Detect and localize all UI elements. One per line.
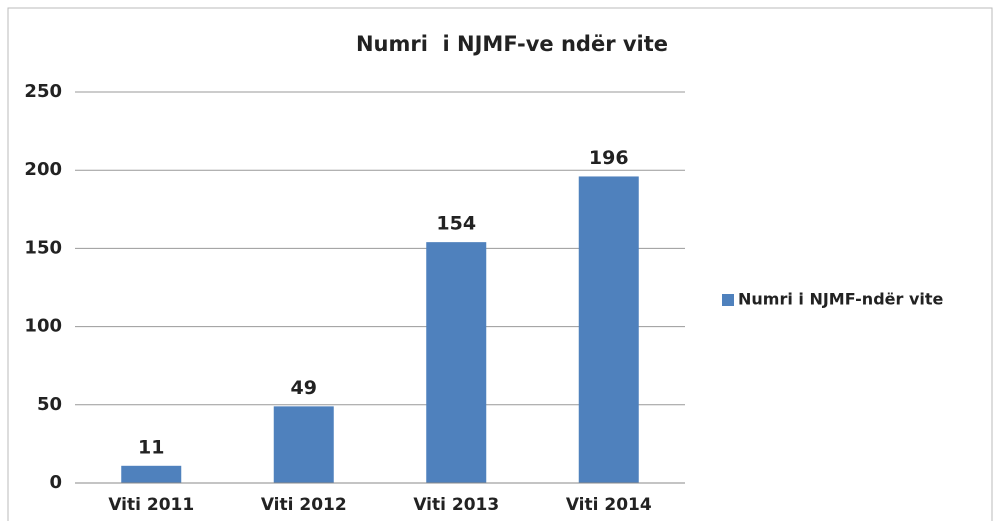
x-tick-label: Viti 2013: [413, 495, 499, 515]
bar: [578, 176, 639, 483]
data-label: 11: [138, 436, 164, 458]
chart-title: Numri i NJMF-ve ndër vite: [356, 32, 668, 56]
y-tick-label: 50: [37, 394, 62, 415]
legend-label: Numri i NJMF-ndër vite: [738, 290, 944, 309]
x-tick-label: Viti 2012: [261, 495, 347, 515]
bar: [426, 242, 487, 483]
bar: [121, 465, 182, 483]
y-tick-label: 150: [24, 237, 62, 258]
y-tick-label: 100: [24, 316, 62, 337]
legend-swatch: [722, 294, 734, 306]
y-tick-label: 250: [24, 81, 62, 102]
chart-frame: [7, 7, 993, 521]
x-tick-label: Viti 2011: [108, 495, 194, 515]
y-tick-label: 200: [24, 159, 62, 180]
bar: [273, 406, 334, 483]
data-label: 49: [291, 377, 317, 399]
data-label: 196: [589, 147, 629, 169]
x-tick-label: Viti 2014: [566, 495, 652, 515]
data-label: 154: [436, 213, 476, 235]
y-tick-label: 0: [49, 472, 62, 493]
